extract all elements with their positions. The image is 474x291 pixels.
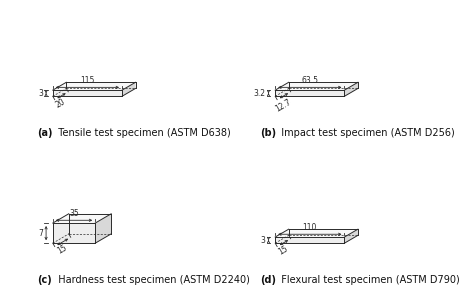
Text: 15: 15 [55,244,68,256]
Text: (a): (a) [37,128,53,138]
Text: 3: 3 [261,236,266,245]
Polygon shape [53,214,111,223]
Text: 35: 35 [69,209,79,218]
Text: 3: 3 [38,89,43,98]
Polygon shape [95,214,111,243]
Text: 20: 20 [54,97,67,110]
Text: 7: 7 [38,229,43,238]
Text: 3.2: 3.2 [254,89,266,98]
Polygon shape [275,82,358,90]
Polygon shape [53,223,95,243]
Text: Hardness test specimen (ASTM D2240): Hardness test specimen (ASTM D2240) [52,275,250,285]
Polygon shape [275,229,358,237]
Text: 63.5: 63.5 [301,76,319,85]
Text: (d): (d) [260,275,276,285]
Text: (b): (b) [260,128,276,138]
Text: 12.7: 12.7 [273,97,292,113]
Text: Flexural test specimen (ASTM D790): Flexural test specimen (ASTM D790) [275,275,459,285]
Polygon shape [275,90,345,96]
Polygon shape [345,82,358,96]
Text: 115: 115 [80,76,95,85]
Text: (c): (c) [37,275,52,285]
Text: 15: 15 [276,244,289,257]
Polygon shape [345,229,358,243]
Polygon shape [275,237,345,243]
Text: 110: 110 [302,223,317,232]
Text: Tensile test specimen (ASTM D638): Tensile test specimen (ASTM D638) [52,128,231,138]
Text: Impact test specimen (ASTM D256): Impact test specimen (ASTM D256) [275,128,455,138]
Polygon shape [53,82,136,90]
Polygon shape [53,90,122,96]
Polygon shape [122,82,136,96]
